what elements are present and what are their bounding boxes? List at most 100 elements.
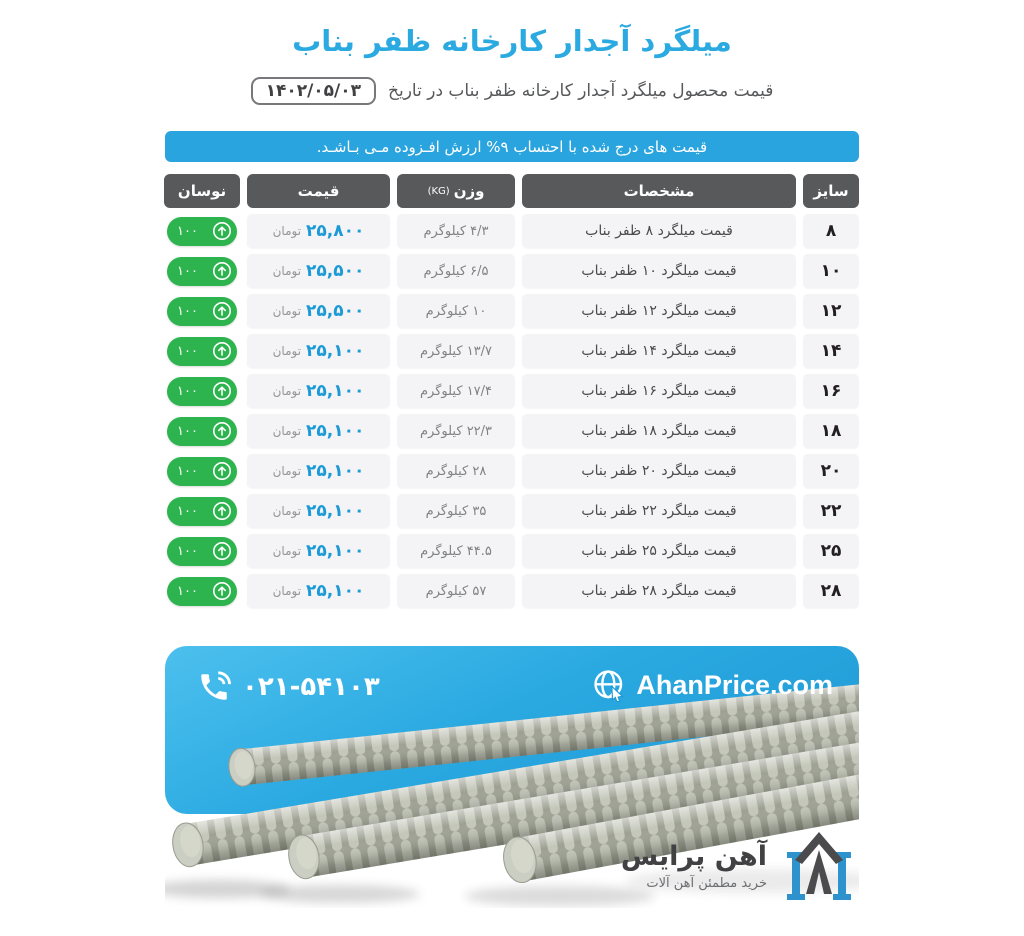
spec-cell: قیمت میلگرد ۱۲ ظفر بناب xyxy=(522,294,796,328)
fluctuation-badge: ۱۰۰ xyxy=(167,576,237,606)
size-cell: ۲۸ xyxy=(803,574,859,608)
fluctuation-cell: ۱۰۰ xyxy=(164,574,240,608)
price-value: ۲۵,۱۰۰ xyxy=(306,341,365,361)
price-table: سایز مشخصات وزن (KG) قیمت نوسان ۸ قیمت می… xyxy=(164,174,859,608)
ahanprice-logo-mark xyxy=(787,832,851,900)
fluctuation-value: ۱۰۰ xyxy=(177,263,198,279)
date-badge: ۱۴۰۲/۰۵/۰۳ xyxy=(250,77,376,105)
header-price: قیمت xyxy=(247,174,390,208)
currency-label: تومان xyxy=(272,424,302,438)
currency-label: تومان xyxy=(272,264,302,278)
fluctuation-badge: ۱۰۰ xyxy=(167,376,237,406)
rebar-bundle-image xyxy=(165,682,859,906)
price-value: ۲۵,۱۰۰ xyxy=(306,461,365,481)
arrow-up-circle-icon xyxy=(212,301,232,321)
price-value: ۲۵,۱۰۰ xyxy=(306,421,365,441)
fluctuation-cell: ۱۰۰ xyxy=(164,374,240,408)
brand-title: آهن پرایس xyxy=(620,841,767,873)
fluctuation-badge: ۱۰۰ xyxy=(167,216,237,246)
arrow-up-circle-icon xyxy=(212,421,232,441)
arrow-up-circle-icon xyxy=(212,221,232,241)
header-fluctuation: نوسان xyxy=(164,174,240,208)
spec-cell: قیمت میلگرد ۸ ظفر بناب xyxy=(522,214,796,248)
size-cell: ۱۸ xyxy=(803,414,859,448)
website-block[interactable]: AhanPrice.com xyxy=(592,668,833,702)
fluctuation-cell: ۱۰۰ xyxy=(164,494,240,528)
price-cell: ۲۵,۸۰۰ تومان xyxy=(247,214,390,248)
price-value: ۲۵,۱۰۰ xyxy=(306,501,365,521)
spec-cell: قیمت میلگرد ۲۰ ظفر بناب xyxy=(522,454,796,488)
price-cell: ۲۵,۱۰۰ تومان xyxy=(247,454,390,488)
footer-banner: ۰۲۱-۵۴۱۰۳ AhanPrice.com xyxy=(165,646,859,908)
spec-cell: قیمت میلگرد ۱۴ ظفر بناب xyxy=(522,334,796,368)
size-cell: ۸ xyxy=(803,214,859,248)
brand-tagline: خرید مطمئن آهن آلات xyxy=(646,875,767,891)
price-value: ۲۵,۵۰۰ xyxy=(306,301,365,321)
phone-number: ۰۲۱-۵۴۱۰۳ xyxy=(242,672,380,702)
price-cell: ۲۵,۱۰۰ تومان xyxy=(247,374,390,408)
arrow-up-circle-icon xyxy=(212,581,232,601)
fluctuation-badge: ۱۰۰ xyxy=(167,336,237,366)
price-value: ۲۵,۵۰۰ xyxy=(306,261,365,281)
weight-cell: ۱۰ کیلوگرم xyxy=(397,294,515,328)
price-cell: ۲۵,۱۰۰ تومان xyxy=(247,414,390,448)
arrow-up-circle-icon xyxy=(212,381,232,401)
price-cell: ۲۵,۱۰۰ تومان xyxy=(247,494,390,528)
spec-cell: قیمت میلگرد ۱۰ ظفر بناب xyxy=(522,254,796,288)
arrow-up-circle-icon xyxy=(212,261,232,281)
currency-label: تومان xyxy=(272,304,302,318)
header-size: سایز xyxy=(803,174,859,208)
fluctuation-value: ۱۰۰ xyxy=(177,343,198,359)
weight-cell: ۲۲/۳ کیلوگرم xyxy=(397,414,515,448)
subtitle-row: قیمت محصول میلگرد آجدار کارخانه ظفر بناب… xyxy=(0,74,1024,108)
price-cell: ۲۵,۱۰۰ تومان xyxy=(247,574,390,608)
size-cell: ۱۴ xyxy=(803,334,859,368)
currency-label: تومان xyxy=(272,384,302,398)
price-value: ۲۵,۱۰۰ xyxy=(306,381,365,401)
spec-cell: قیمت میلگرد ۲۸ ظفر بناب xyxy=(522,574,796,608)
website-url: AhanPrice.com xyxy=(636,669,833,700)
size-cell: ۱۰ xyxy=(803,254,859,288)
fluctuation-value: ۱۰۰ xyxy=(177,503,198,519)
spec-cell: قیمت میلگرد ۱۸ ظفر بناب xyxy=(522,414,796,448)
size-cell: ۲۲ xyxy=(803,494,859,528)
header-weight: وزن (KG) xyxy=(397,174,515,208)
fluctuation-badge: ۱۰۰ xyxy=(167,496,237,526)
phone-block[interactable]: ۰۲۱-۵۴۱۰۳ xyxy=(197,670,380,704)
currency-label: تومان xyxy=(272,584,302,598)
page-title: میلگرد آجدار کارخانه ظفر بناب xyxy=(292,24,732,58)
vat-notice-bar: قیمت های درج شده با احتساب ۹% ارزش افـزو… xyxy=(165,131,859,162)
arrow-up-circle-icon xyxy=(212,341,232,361)
phone-icon xyxy=(201,671,231,700)
arrow-up-circle-icon xyxy=(212,541,232,561)
spec-cell: قیمت میلگرد ۲۲ ظفر بناب xyxy=(522,494,796,528)
fluctuation-badge: ۱۰۰ xyxy=(167,456,237,486)
fluctuation-value: ۱۰۰ xyxy=(177,583,198,599)
fluctuation-value: ۱۰۰ xyxy=(177,303,198,319)
fluctuation-cell: ۱۰۰ xyxy=(164,454,240,488)
fluctuation-badge: ۱۰۰ xyxy=(167,256,237,286)
weight-cell: ۲۸ کیلوگرم xyxy=(397,454,515,488)
fluctuation-value: ۱۰۰ xyxy=(177,223,198,239)
spec-cell: قیمت میلگرد ۲۵ ظفر بناب xyxy=(522,534,796,568)
fluctuation-badge: ۱۰۰ xyxy=(167,536,237,566)
price-value: ۲۵,۸۰۰ xyxy=(306,221,365,241)
fluctuation-value: ۱۰۰ xyxy=(177,463,198,479)
size-cell: ۲۵ xyxy=(803,534,859,568)
fluctuation-cell: ۱۰۰ xyxy=(164,294,240,328)
content-area: قیمت های درج شده با احتساب ۹% ارزش افـزو… xyxy=(164,131,859,908)
fluctuation-cell: ۱۰۰ xyxy=(164,534,240,568)
price-cell: ۲۵,۱۰۰ تومان xyxy=(247,534,390,568)
fluctuation-cell: ۱۰۰ xyxy=(164,414,240,448)
weight-cell: ۱۷/۴ کیلوگرم xyxy=(397,374,515,408)
fluctuation-cell: ۱۰۰ xyxy=(164,334,240,368)
size-cell: ۱۲ xyxy=(803,294,859,328)
spec-cell: قیمت میلگرد ۱۶ ظفر بناب xyxy=(522,374,796,408)
fluctuation-value: ۱۰۰ xyxy=(177,423,198,439)
fluctuation-cell: ۱۰۰ xyxy=(164,214,240,248)
weight-cell: ۱۳/۷ کیلوگرم xyxy=(397,334,515,368)
currency-label: تومان xyxy=(272,224,302,238)
header-weight-label: وزن xyxy=(453,182,485,200)
currency-label: تومان xyxy=(272,464,302,478)
